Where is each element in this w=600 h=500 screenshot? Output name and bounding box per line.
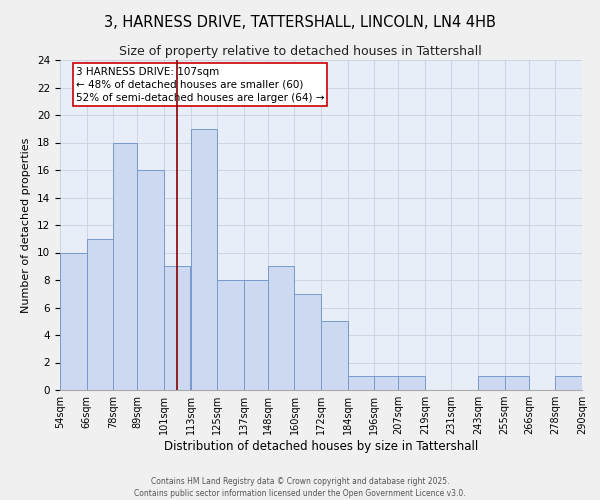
Bar [191, 128, 217, 390]
Text: 3, HARNESS DRIVE, TATTERSHALL, LINCOLN, LN4 4HB: 3, HARNESS DRIVE, TATTERSHALL, LINCOLN, … [104, 15, 496, 30]
Bar [398, 376, 425, 390]
Bar [295, 294, 321, 390]
Bar [137, 170, 164, 390]
Bar [556, 376, 582, 390]
Bar [268, 266, 295, 390]
Bar [478, 376, 505, 390]
Text: 3 HARNESS DRIVE: 107sqm
← 48% of detached houses are smaller (60)
52% of semi-de: 3 HARNESS DRIVE: 107sqm ← 48% of detache… [76, 66, 324, 103]
Y-axis label: Number of detached properties: Number of detached properties [22, 138, 31, 312]
Text: Size of property relative to detached houses in Tattershall: Size of property relative to detached ho… [119, 45, 481, 58]
Bar [113, 142, 137, 390]
X-axis label: Distribution of detached houses by size in Tattershall: Distribution of detached houses by size … [164, 440, 478, 453]
Bar [347, 376, 374, 390]
Bar [60, 252, 86, 390]
Bar [321, 322, 347, 390]
Bar [505, 376, 529, 390]
Bar [217, 280, 244, 390]
Bar [374, 376, 398, 390]
Text: Contains HM Land Registry data © Crown copyright and database right 2025.
Contai: Contains HM Land Registry data © Crown c… [134, 476, 466, 498]
Bar [164, 266, 190, 390]
Bar [244, 280, 268, 390]
Bar [86, 239, 113, 390]
